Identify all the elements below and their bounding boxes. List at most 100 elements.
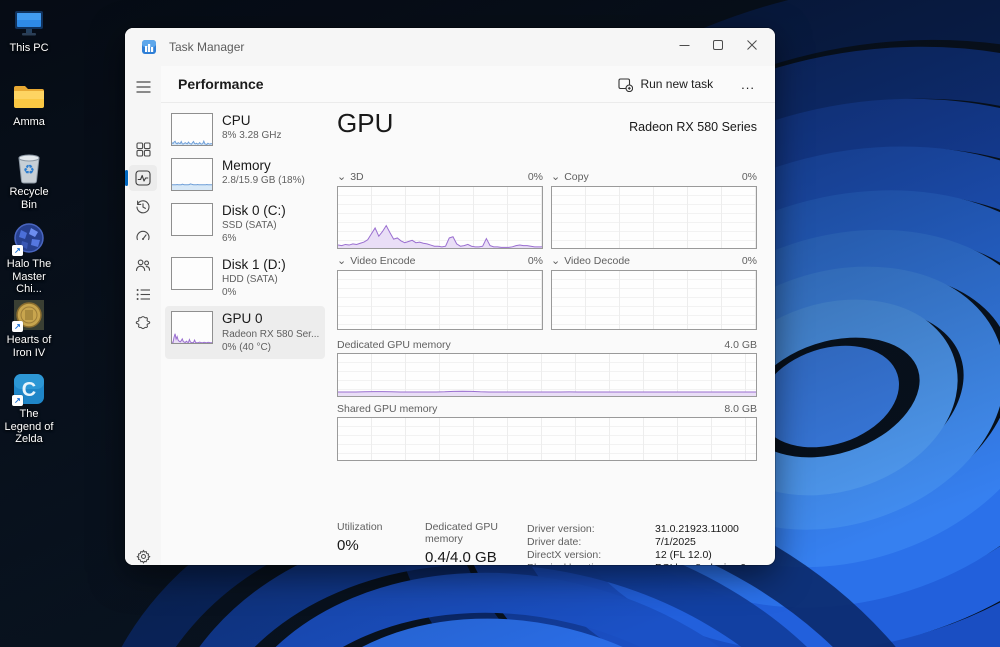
app-history-icon	[136, 200, 150, 214]
graph-value: 0%	[741, 255, 757, 267]
perf-item-detail: 0%	[222, 287, 237, 299]
chevron-down-icon[interactable]: ⌄	[551, 255, 561, 267]
shortcut-arrow-icon: ↗	[12, 395, 23, 406]
desktop-icon-this-pc[interactable]: This PC	[0, 6, 58, 55]
zelda-icon: C ↗	[11, 372, 47, 406]
stat-label: Utilization	[337, 521, 383, 533]
sidebar-item-startup-apps[interactable]	[129, 223, 157, 249]
perf-item-memory[interactable]: Memory 2.8/15.9 GB (18%)	[165, 153, 325, 196]
gpu-adapter-name: Radeon RX 580 Series	[629, 120, 757, 134]
driver-info-row: DirectX version: 12 (FL 12.0)	[527, 549, 757, 562]
this-pc-icon	[11, 6, 47, 40]
driver-info-label: Physical location:	[527, 562, 655, 565]
stat-value: 0.4/4.0 GB	[425, 549, 497, 565]
disk0-mini-graph	[171, 203, 213, 236]
nav-menu-button[interactable]	[129, 74, 157, 100]
perf-item-name: Disk 1 (D:)	[222, 257, 286, 273]
perf-item-name: Memory	[222, 158, 271, 173]
gear-icon	[136, 549, 150, 564]
desktop-icon-zelda[interactable]: C ↗ The Legend of Zelda	[0, 372, 58, 446]
desktop-icon-recycle-bin[interactable]: ♻ Recycle Bin	[0, 150, 58, 211]
recycle-bin-icon: ♻	[11, 150, 47, 184]
driver-info-value: 31.0.21923.11000	[655, 523, 739, 535]
desktop-icon-label: Amma	[13, 116, 45, 128]
desktop-icon-label: This PC	[9, 42, 49, 54]
titlebar[interactable]: Task Manager	[125, 28, 775, 66]
gpu-copy-graph	[551, 186, 757, 249]
users-icon	[135, 259, 151, 272]
task-manager-window: Task Manager Performance	[125, 28, 775, 565]
perf-item-disk0[interactable]: Disk 0 (C:) SSD (SATA) 6%	[165, 198, 325, 250]
hamburger-icon	[136, 81, 150, 93]
driver-info: Driver version: 31.0.21923.11000 Driver …	[527, 523, 757, 565]
close-button[interactable]	[735, 28, 769, 62]
chevron-down-icon[interactable]: ⌄	[551, 171, 561, 183]
desktop-icon-halo[interactable]: ↗ Halo The Master Chi...	[0, 222, 58, 296]
sidebar-item-performance[interactable]	[129, 165, 157, 191]
services-icon	[135, 316, 151, 330]
run-new-task-button[interactable]: Run new task	[610, 72, 721, 97]
desktop-icon-label: Halo The Master Chi...	[6, 258, 52, 296]
sidebar-item-users[interactable]	[129, 252, 157, 278]
memory-graph-label: Dedicated GPU memory	[337, 339, 451, 351]
perf-item-detail: 6%	[222, 233, 237, 245]
cpu-mini-graph	[171, 113, 213, 146]
svg-text:C: C	[22, 379, 36, 401]
gpu-video-encode-graph	[337, 270, 543, 330]
processes-icon	[135, 141, 151, 157]
desktop-icon-amma[interactable]: Amma	[0, 80, 58, 129]
nav-selected-indicator	[125, 170, 128, 186]
graph-value: 0%	[527, 255, 543, 267]
sidebar-item-processes[interactable]	[129, 136, 157, 162]
perf-item-detail: Radeon RX 580 Ser...	[222, 328, 320, 340]
perf-item-gpu0[interactable]: GPU 0 Radeon RX 580 Ser... 0% (40 °C)	[165, 306, 325, 359]
shared-gpu-memory-graph	[337, 417, 757, 461]
gpu-panel: GPU Radeon RX 580 Series ⌄ 3D 0% ⌄ Copy …	[337, 103, 757, 565]
page-title: Performance	[178, 76, 264, 92]
perf-item-cpu[interactable]: CPU 8% 3.28 GHz	[165, 108, 325, 151]
more-options-button[interactable]: ...	[741, 76, 755, 92]
shortcut-arrow-icon: ↗	[12, 245, 23, 256]
chevron-down-icon[interactable]: ⌄	[337, 255, 347, 267]
perf-item-detail: SSD (SATA)	[222, 220, 277, 232]
shortcut-arrow-icon: ↗	[12, 321, 23, 332]
gpu-mini-graph	[171, 311, 213, 345]
stat-label: Dedicated GPU memory	[425, 521, 498, 545]
perf-item-detail: 8% 3.28 GHz	[222, 130, 282, 142]
stat-utilization: Utilization 0%	[337, 521, 425, 554]
new-task-icon	[618, 77, 634, 92]
chevron-down-icon[interactable]: ⌄	[337, 171, 347, 183]
sidebar-item-services[interactable]	[129, 310, 157, 336]
maximize-button[interactable]	[701, 28, 735, 62]
details-icon	[136, 288, 150, 300]
desktop-icon-label: Hearts of Iron IV	[6, 334, 52, 359]
desktop-icon-label: The Legend of Zelda	[4, 408, 54, 446]
graph-engine-label: Video Encode	[350, 255, 416, 267]
settings-button[interactable]	[129, 543, 157, 565]
minimize-button[interactable]	[667, 28, 701, 62]
perf-item-detail: 2.8/15.9 GB (18%)	[222, 175, 305, 187]
graph-engine-label: Video Decode	[564, 255, 630, 267]
graph-engine-label: Copy	[564, 171, 589, 183]
driver-info-value: 12 (FL 12.0)	[655, 549, 712, 561]
stat-value: 0%	[337, 537, 359, 554]
nav-rail	[125, 66, 161, 565]
perf-item-disk1[interactable]: Disk 1 (D:) HDD (SATA) 0%	[165, 252, 325, 304]
driver-info-value: PCI bus 8, device 0, functio...	[655, 562, 757, 565]
startup-apps-icon	[136, 230, 150, 241]
desktop-icon-hearts-of-iron[interactable]: ↗ Hearts of Iron IV	[0, 298, 58, 359]
gpu-3d-graph	[337, 186, 543, 249]
memory-graph-label: Shared GPU memory	[337, 403, 438, 415]
perf-item-name: Disk 0 (C:)	[222, 203, 286, 218]
run-new-task-label: Run new task	[640, 77, 714, 91]
gpu-panel-title: GPU	[337, 108, 394, 138]
desktop-icon-label: Recycle Bin	[9, 186, 49, 211]
disk1-mini-graph	[171, 257, 213, 291]
svg-text:♻: ♻	[23, 162, 35, 177]
sidebar-item-details[interactable]	[129, 281, 157, 307]
hearts-of-iron-icon: ↗	[11, 298, 47, 332]
sidebar-item-app-history[interactable]	[129, 194, 157, 220]
memory-mini-graph	[171, 158, 213, 191]
perf-item-detail: 0% (40 °C)	[222, 341, 272, 353]
memory-graph-max: 8.0 GB	[724, 403, 757, 415]
